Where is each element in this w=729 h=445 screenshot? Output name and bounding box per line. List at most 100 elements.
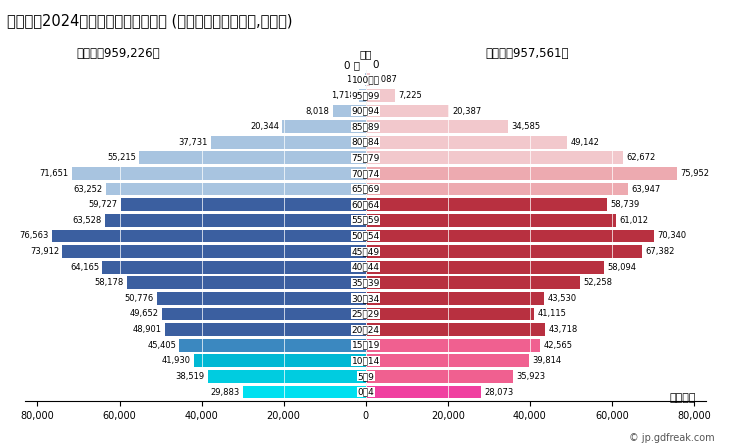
Bar xyxy=(366,198,607,211)
Text: 85～89: 85～89 xyxy=(351,122,380,131)
Text: 55,215: 55,215 xyxy=(107,154,136,162)
Text: 40～44: 40～44 xyxy=(351,263,380,271)
Text: 52,258: 52,258 xyxy=(583,278,612,287)
Text: 67,382: 67,382 xyxy=(645,247,675,256)
Text: 65～69: 65～69 xyxy=(351,185,380,194)
Text: 58,094: 58,094 xyxy=(607,263,636,271)
Text: 63,252: 63,252 xyxy=(74,185,103,194)
Text: 39,814: 39,814 xyxy=(532,356,561,365)
Text: 59,727: 59,727 xyxy=(88,200,117,209)
Bar xyxy=(165,323,366,336)
Text: 41,115: 41,115 xyxy=(538,309,566,319)
Bar xyxy=(366,167,677,180)
Text: 95～99: 95～99 xyxy=(351,91,380,100)
Bar xyxy=(139,151,366,164)
Text: 58,739: 58,739 xyxy=(610,200,639,209)
Text: 35,923: 35,923 xyxy=(516,372,545,381)
Bar xyxy=(366,105,449,117)
Bar xyxy=(52,230,366,243)
Bar xyxy=(366,307,534,320)
Bar xyxy=(366,354,529,367)
Bar xyxy=(282,120,366,133)
Text: 75,952: 75,952 xyxy=(681,169,709,178)
Text: 61,012: 61,012 xyxy=(620,216,648,225)
Text: 1,087: 1,087 xyxy=(373,75,397,85)
Bar xyxy=(208,370,366,383)
Text: 20,387: 20,387 xyxy=(453,106,482,116)
Bar xyxy=(106,183,366,195)
Text: 29,883: 29,883 xyxy=(211,388,240,396)
Bar xyxy=(121,198,366,211)
Bar xyxy=(366,136,567,149)
Text: 35～39: 35～39 xyxy=(351,278,380,287)
Text: 20～24: 20～24 xyxy=(351,325,380,334)
Bar xyxy=(333,105,366,117)
Text: 28,073: 28,073 xyxy=(484,388,513,396)
Text: 10～14: 10～14 xyxy=(351,356,380,365)
Text: 45～49: 45～49 xyxy=(351,247,380,256)
Text: 42,565: 42,565 xyxy=(544,341,573,350)
Bar xyxy=(105,214,366,227)
Text: 15～19: 15～19 xyxy=(351,341,380,350)
Text: 45,405: 45,405 xyxy=(147,341,176,350)
Bar xyxy=(366,73,370,86)
Text: 41,930: 41,930 xyxy=(161,356,190,365)
Bar xyxy=(366,323,545,336)
Text: 75～79: 75～79 xyxy=(351,154,380,162)
Bar xyxy=(366,261,604,274)
Text: 7,225: 7,225 xyxy=(399,91,422,100)
Text: 49,652: 49,652 xyxy=(130,309,159,319)
Text: 90～94: 90～94 xyxy=(351,106,380,116)
Bar xyxy=(366,292,545,305)
Text: 62,672: 62,672 xyxy=(626,154,655,162)
Text: 0 ー: 0 ー xyxy=(343,60,359,70)
Bar xyxy=(366,120,507,133)
Text: 49,142: 49,142 xyxy=(571,138,599,147)
Text: 70,340: 70,340 xyxy=(658,231,687,240)
Text: 37,731: 37,731 xyxy=(179,138,208,147)
Text: 63,528: 63,528 xyxy=(73,216,102,225)
Text: 5～9: 5～9 xyxy=(357,372,374,381)
Text: 20,344: 20,344 xyxy=(250,122,279,131)
Text: 60～64: 60～64 xyxy=(351,200,380,209)
Text: © jp.gdfreak.com: © jp.gdfreak.com xyxy=(629,433,714,443)
Text: 不詳: 不詳 xyxy=(359,49,372,60)
Text: 71,651: 71,651 xyxy=(39,169,69,178)
Text: 50,776: 50,776 xyxy=(125,294,154,303)
Bar xyxy=(366,276,580,289)
Text: 50～54: 50～54 xyxy=(351,231,380,240)
Bar xyxy=(127,276,366,289)
Text: 1,718: 1,718 xyxy=(332,91,356,100)
Text: 70～74: 70～74 xyxy=(351,169,380,178)
Text: 25～29: 25～29 xyxy=(351,309,380,319)
Text: 30～34: 30～34 xyxy=(351,294,380,303)
Bar xyxy=(366,89,395,102)
Text: 48,901: 48,901 xyxy=(133,325,162,334)
Text: 73,912: 73,912 xyxy=(30,247,59,256)
Bar xyxy=(366,151,623,164)
Text: 80～84: 80～84 xyxy=(351,138,380,147)
Text: 栃木県の2024年１月１日の人口構成 (住民基本台帳ベース,総人口): 栃木県の2024年１月１日の人口構成 (住民基本台帳ベース,総人口) xyxy=(7,13,293,28)
Bar xyxy=(366,386,481,398)
Text: 76,563: 76,563 xyxy=(19,231,48,240)
Bar xyxy=(194,354,366,367)
Text: 女性計：957,561人: 女性計：957,561人 xyxy=(485,47,569,60)
Bar xyxy=(243,386,366,398)
Text: 34,585: 34,585 xyxy=(511,122,540,131)
Bar xyxy=(366,245,642,258)
Bar xyxy=(359,89,366,102)
Text: 158: 158 xyxy=(346,75,362,85)
Text: 63,947: 63,947 xyxy=(631,185,660,194)
Bar xyxy=(366,214,616,227)
Text: 男性計：959,226人: 男性計：959,226人 xyxy=(77,47,160,60)
Bar xyxy=(366,370,513,383)
Bar xyxy=(366,339,540,352)
Bar xyxy=(366,230,655,243)
Bar xyxy=(366,183,628,195)
Bar xyxy=(157,292,366,305)
Bar xyxy=(63,245,366,258)
Text: 0～4: 0～4 xyxy=(357,388,374,396)
Text: 43,530: 43,530 xyxy=(547,294,577,303)
Text: 単位：人: 単位：人 xyxy=(669,393,696,403)
Text: 0: 0 xyxy=(372,60,378,70)
